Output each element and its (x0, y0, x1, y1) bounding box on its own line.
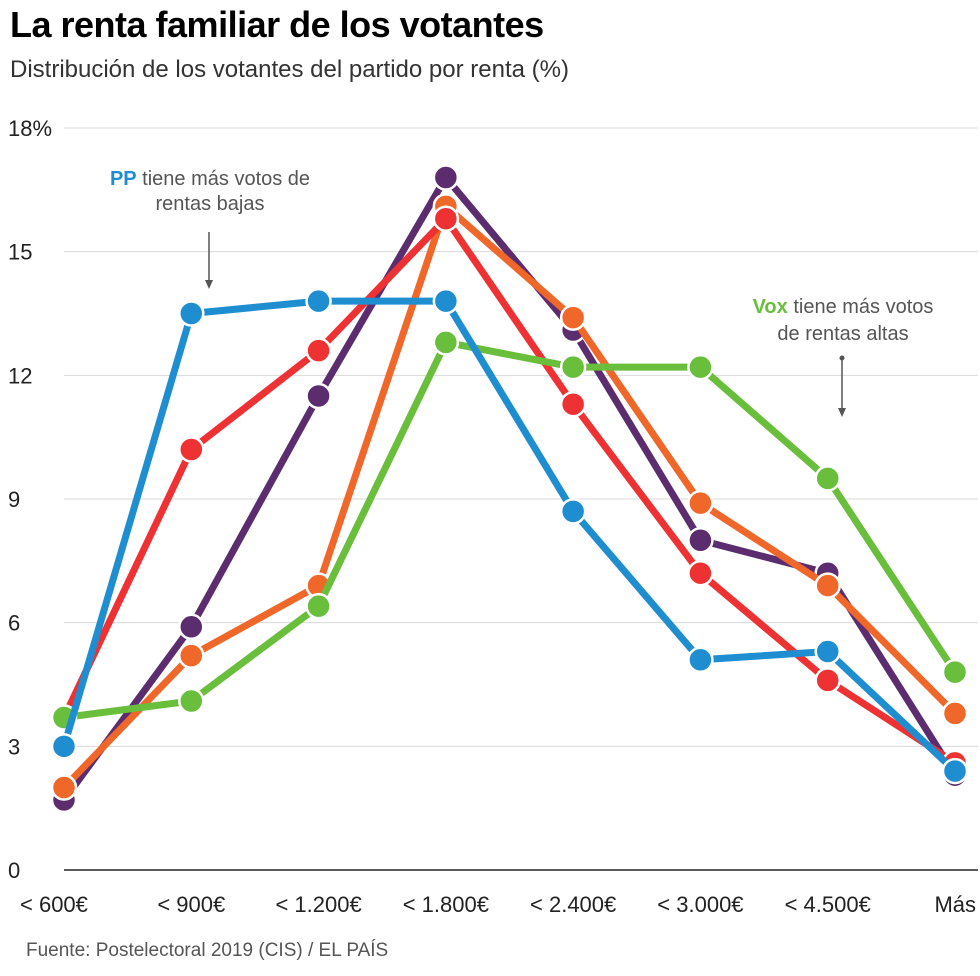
y-axis-ticks: 0 3 6 9 12 15 18% (8, 116, 52, 883)
data-point (178, 300, 205, 327)
annotation-vox-line2: de rentas altas (777, 323, 908, 345)
y-tick-label: 0 (8, 858, 20, 883)
data-point (559, 390, 587, 418)
source-note: Fuente: Postelectoral 2019 (CIS) / EL PA… (26, 940, 389, 961)
annotations: PP tiene más votos de rentas bajas Vox t… (110, 168, 933, 417)
annotation-pp: PP tiene más votos de (110, 168, 310, 190)
annotation-pp-highlight: PP (110, 168, 137, 190)
data-point (305, 592, 332, 620)
data-point (814, 572, 841, 599)
data-point (432, 205, 460, 232)
y-tick-label: 9 (8, 487, 20, 512)
data-point (814, 465, 841, 492)
data-point (687, 559, 714, 587)
annotation-vox-highlight: Vox (753, 296, 788, 318)
data-point (687, 353, 714, 381)
data-point (814, 638, 841, 665)
annotation-vox-arrowhead (838, 408, 846, 417)
x-tick-label: < 4.500€ (785, 892, 871, 917)
data-point (178, 436, 205, 463)
data-point (941, 700, 969, 727)
series-lines (50, 164, 969, 814)
data-point (178, 642, 205, 669)
series-line (60, 338, 959, 721)
y-tick-label: 18% (8, 116, 52, 141)
data-point (178, 687, 205, 715)
x-tick-label: < 600€ (20, 892, 88, 917)
data-point (432, 164, 460, 191)
chart-title: La renta familiar de los votantes (10, 4, 544, 45)
data-point (305, 287, 332, 315)
x-tick-label: < 1.200€ (275, 892, 361, 917)
annotation-pp-arrowhead (205, 280, 213, 289)
annotation-vox-text: tiene más votos (788, 296, 934, 318)
y-tick-label: 12 (8, 363, 32, 388)
data-point (687, 646, 714, 674)
chart-subtitle: Distribución de los votantes del partido… (10, 56, 569, 83)
data-point (559, 304, 587, 331)
data-point (432, 329, 460, 356)
y-tick-label: 6 (8, 611, 20, 636)
data-point (941, 658, 969, 686)
data-point (50, 774, 78, 801)
series-line (60, 215, 959, 767)
series-3 (50, 329, 969, 731)
data-point (559, 353, 587, 381)
series-line (60, 297, 959, 775)
series-2 (50, 205, 969, 777)
x-tick-label: < 2.400€ (530, 892, 616, 917)
annotation-pp-line2: rentas bajas (156, 193, 265, 215)
gridlines (64, 127, 978, 871)
series-1 (50, 193, 969, 801)
annotation-vox: Vox tiene más votos (753, 296, 934, 318)
y-tick-label: 3 (8, 734, 20, 759)
x-tick-label: Más (934, 892, 976, 917)
series-line (60, 202, 959, 792)
x-tick-label: < 900€ (157, 892, 225, 917)
y-tick-label: 15 (8, 240, 32, 265)
data-point (941, 757, 969, 785)
series-4 (50, 287, 969, 785)
data-point (559, 498, 587, 525)
annotation-pp-text: tiene más votos de (137, 168, 310, 190)
data-point (814, 667, 841, 694)
data-point (178, 613, 205, 641)
data-point (305, 382, 332, 410)
data-point (305, 337, 332, 364)
x-axis-ticks: < 600€ < 900€ < 1.200€ < 1.800€ < 2.400€ < 3.… (20, 892, 976, 917)
x-tick-label: < 1.800€ (403, 892, 489, 917)
data-point (687, 489, 714, 517)
x-tick-label: < 3.000€ (657, 892, 743, 917)
annotation-vox-dot (839, 355, 845, 361)
data-point (687, 526, 714, 554)
data-point (432, 287, 460, 315)
data-point (50, 733, 78, 760)
